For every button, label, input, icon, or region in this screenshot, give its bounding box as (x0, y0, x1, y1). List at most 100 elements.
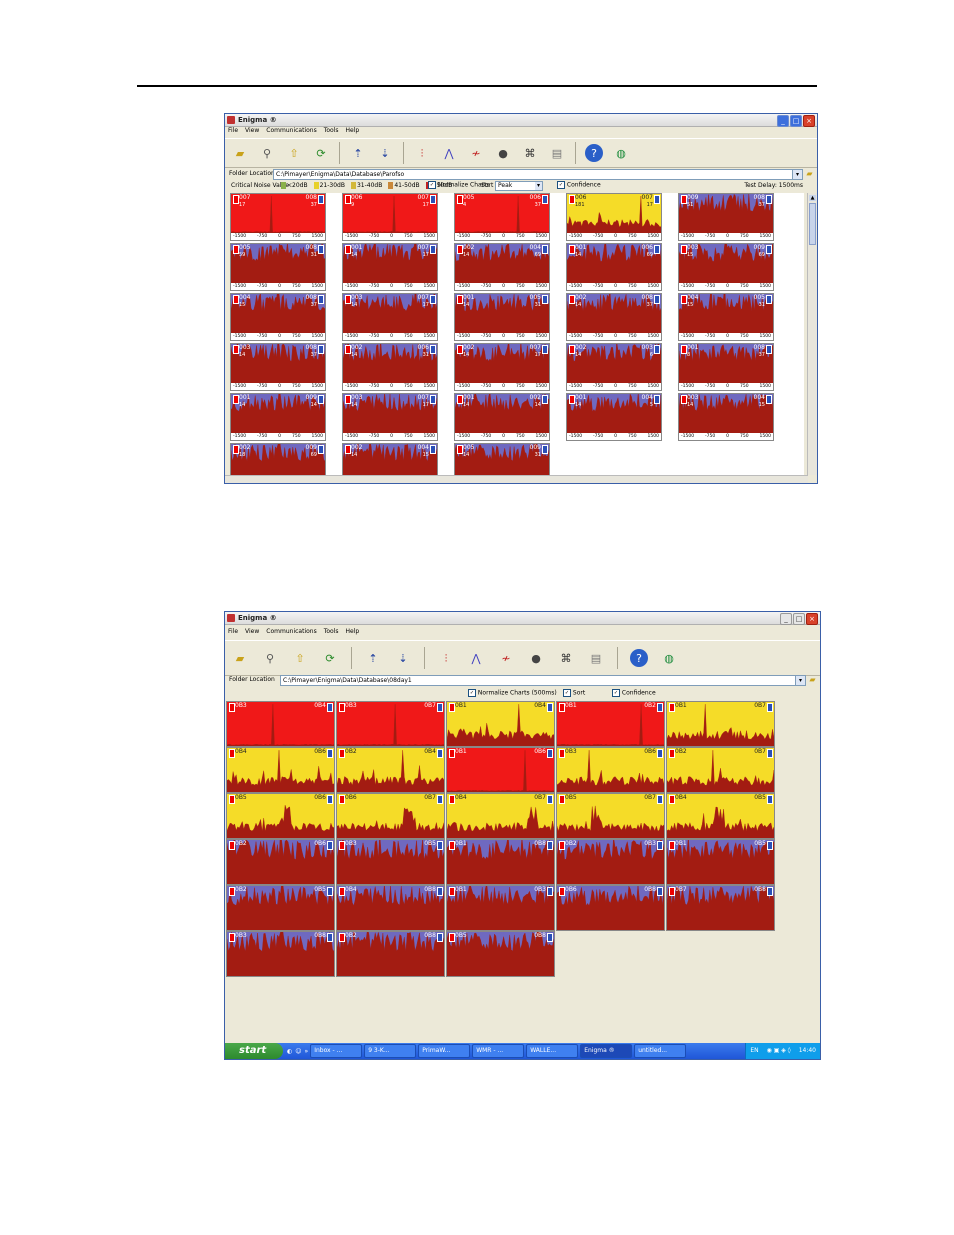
chart-panel[interactable]: 001 005 14 31 -1500 -750 0 750 1500 (454, 293, 550, 341)
refresh-icon[interactable]: ⟳ (316, 146, 326, 160)
quicklaunch-icon[interactable]: ◐ (287, 1047, 293, 1055)
chart-panel[interactable]: 002 004 14 69 -1500 -750 0 750 1500 (454, 243, 550, 291)
spectrum-icon[interactable]: ⫶ (444, 651, 448, 665)
taskbar-button[interactable]: 9 3-K... (364, 1044, 417, 1058)
chart-panel[interactable]: 003 009 15 69 -1500 -750 0 750 1500 (678, 243, 774, 291)
chart-panel[interactable]: 003 008 14 37 -1500 -750 0 750 1500 (230, 343, 326, 391)
open-folder-icon[interactable]: ▰ (235, 146, 245, 160)
peak-icon[interactable]: ⋀ (444, 146, 454, 160)
taskbar-button[interactable]: WALLE... (526, 1044, 579, 1058)
globe-icon[interactable]: ◍ (616, 146, 626, 160)
chart-panel[interactable]: 0B3 0B7 (336, 701, 445, 747)
chevron-down-icon[interactable]: ▾ (795, 675, 806, 686)
chart-panel[interactable]: 0B4 0B5 (666, 793, 775, 839)
chart-panel[interactable]: 004 008 15 37 -1500 -750 0 750 1500 (230, 293, 326, 341)
search-icon[interactable]: ⚲ (265, 651, 275, 665)
quicklaunch-icon[interactable]: ☺ (295, 1047, 302, 1055)
chart-panel[interactable]: 006 007 181 17 -1500 -750 0 750 1500 (566, 193, 662, 241)
close-button[interactable]: × (806, 613, 818, 625)
menu-file[interactable]: File (228, 127, 239, 134)
chart-panel[interactable]: 0B2 0B5 (226, 885, 335, 931)
menu-view[interactable]: View (245, 127, 260, 134)
taskbar-button[interactable]: untitled... (634, 1044, 687, 1058)
chart-panel[interactable]: 001 002 14 14 -1500 -750 0 750 1500 (454, 393, 550, 441)
network-icon[interactable]: ⌘ (524, 146, 536, 160)
chart-panel[interactable]: 0B4 0B7 (446, 793, 555, 839)
globe-icon[interactable]: ◍ (664, 651, 674, 665)
trend-icon[interactable]: ≁ (501, 651, 511, 665)
disc-icon[interactable]: ● (498, 146, 508, 160)
disc-icon[interactable]: ● (531, 651, 541, 665)
browse-folder-icon[interactable]: ▰ (806, 169, 813, 178)
chevron-down-icon[interactable]: ▾ (792, 169, 803, 180)
network-icon[interactable]: ⌘ (560, 651, 572, 665)
taskbar-button[interactable]: WMR - ... (472, 1044, 525, 1058)
minimize-button[interactable]: _ (780, 613, 792, 625)
chart-panel[interactable]: 0B2 0B3 (556, 839, 665, 885)
chart-panel[interactable]: 0B1 0B5 (666, 839, 775, 885)
chart-panel[interactable]: 0B3 0B5 (336, 839, 445, 885)
taskbar-button[interactable]: PrimaW... (418, 1044, 471, 1058)
sort-select[interactable]: Peak ▾ (495, 181, 543, 191)
chart-panel[interactable]: 002 008 14 37 -1500 -750 0 750 1500 (566, 293, 662, 341)
menu-tools[interactable]: Tools (323, 628, 339, 635)
chart-panel[interactable]: 001 004 14 5 -1500 -750 0 750 1500 (566, 393, 662, 441)
chart-panel[interactable]: 0B2 0B4 (336, 747, 445, 793)
chart-panel[interactable]: 005 008 59 31 -1500 -750 0 750 1500 (230, 243, 326, 291)
chart-panel[interactable]: 0B1 0B7 (666, 701, 775, 747)
menu-help[interactable]: Help (345, 127, 360, 134)
chart-panel[interactable]: 005 006 4 37 -1500 -750 0 750 1500 (454, 193, 550, 241)
menu-communications[interactable]: Communications (266, 127, 317, 134)
chart-panel[interactable]: 0B1 0B8 (446, 839, 555, 885)
chart-panel[interactable]: 003 007 14 17 -1500 -750 0 750 1500 (342, 293, 438, 341)
taskbar-button[interactable]: Inbox - ... (310, 1044, 363, 1058)
chart-panel[interactable]: 007 008 17 37 -1500 -750 0 750 1500 (230, 193, 326, 241)
chart-panel[interactable]: 009 008 51 37 -1500 -750 0 750 1500 (678, 193, 774, 241)
chart-panel[interactable]: 0B4 0B8 (336, 885, 445, 931)
close-button[interactable]: × (803, 115, 815, 127)
chart-panel[interactable]: 001 008 8 37 -1500 -750 0 750 1500 (678, 343, 774, 391)
menu-view[interactable]: View (245, 628, 260, 635)
folder-location-input[interactable]: C:\Pimayer\Enigma\Data\Database\Parofso (273, 169, 793, 180)
spectrum-icon[interactable]: ⫶ (420, 146, 424, 160)
browse-folder-icon[interactable]: ▰ (809, 675, 816, 684)
send-down-icon[interactable]: ⇣ (380, 146, 390, 160)
chart-panel[interactable]: 0B5 0B8 (446, 931, 555, 977)
maximize-button[interactable]: □ (790, 115, 802, 127)
chart-panel[interactable]: 002 007 14 17 -1500 -750 0 750 1500 (454, 343, 550, 391)
help-icon[interactable]: ? (630, 649, 648, 667)
chart-panel[interactable]: 0B2 0B7 (666, 747, 775, 793)
chart-panel[interactable]: 001 006 14 69 -1500 -750 0 750 1500 (566, 243, 662, 291)
chart-panel[interactable]: 0B1 0B4 (446, 701, 555, 747)
send-down-icon[interactable]: ⇣ (398, 651, 408, 665)
sort-checkbox[interactable]: ✓ (563, 689, 571, 697)
chart-panel[interactable]: 0B6 0B8 (556, 885, 665, 931)
chart-panel[interactable]: 004 005 15 31 -1500 -750 0 750 1500 (678, 293, 774, 341)
chart-panel[interactable]: 002 003 14 6 -1500 -750 0 750 1500 (566, 343, 662, 391)
start-button[interactable]: start (225, 1043, 283, 1059)
chart-panel[interactable]: 006 007 9 17 -1500 -750 0 750 1500 (342, 193, 438, 241)
normalize-checkbox[interactable]: ✓ (428, 181, 436, 189)
vertical-scrollbar[interactable]: ▲ (807, 193, 817, 475)
send-up-icon[interactable]: ⇡ (353, 146, 363, 160)
menu-communications[interactable]: Communications (266, 628, 317, 635)
horizontal-scrollbar[interactable] (225, 475, 808, 483)
print-icon[interactable]: ▤ (551, 146, 563, 160)
open-folder-icon[interactable]: ▰ (235, 651, 245, 665)
chart-panel[interactable]: 0B5 0B6 (226, 793, 335, 839)
chart-panel[interactable]: 001 009 14 14 -1500 -750 0 750 1500 (230, 393, 326, 441)
trend-icon[interactable]: ≁ (471, 146, 481, 160)
chart-panel[interactable]: 001 007 14 17 -1500 -750 0 750 1500 (342, 243, 438, 291)
send-up-icon[interactable]: ⇡ (368, 651, 378, 665)
minimize-button[interactable]: _ (777, 115, 789, 127)
chart-panel[interactable]: 0B2 0B6 (226, 839, 335, 885)
folder-location-input[interactable]: C:\Pimayer\Enigma\Data\Database\08day1 (280, 675, 796, 686)
upload-icon[interactable]: ⇧ (295, 651, 305, 665)
language-indicator[interactable]: EN (750, 1047, 759, 1054)
chart-panel[interactable]: 0B1 0B6 (446, 747, 555, 793)
upload-icon[interactable]: ⇧ (289, 146, 299, 160)
chart-panel[interactable]: 0B7 0B8 (666, 885, 775, 931)
chart-panel[interactable]: 0B3 0B4 (226, 701, 335, 747)
maximize-button[interactable]: □ (793, 613, 805, 625)
menu-file[interactable]: File (228, 628, 239, 635)
